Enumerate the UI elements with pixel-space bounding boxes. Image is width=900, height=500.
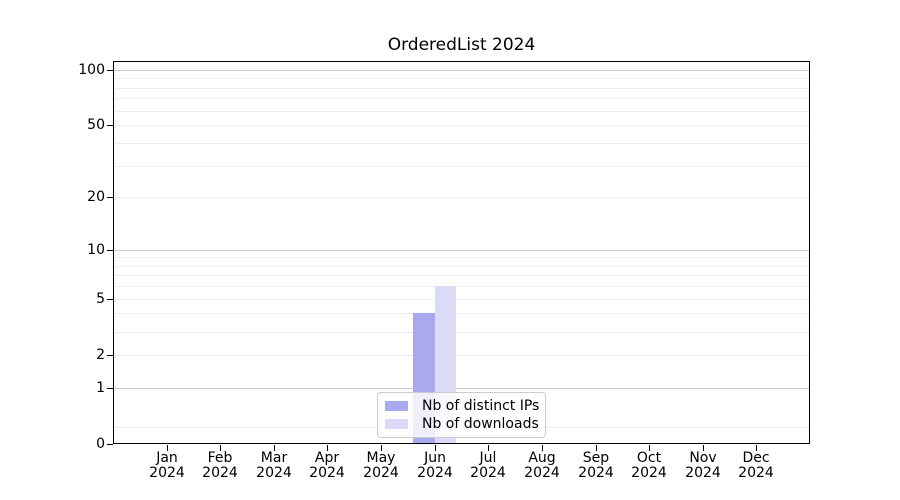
major-gridline	[114, 70, 809, 71]
legend: Nb of distinct IPs Nb of downloads	[377, 392, 546, 438]
x-tick-month: Apr	[314, 450, 340, 466]
minor-gridline	[114, 88, 809, 89]
legend-item: Nb of distinct IPs	[385, 398, 545, 414]
x-tick-year: 2024	[470, 465, 506, 481]
x-tick-mark	[274, 445, 275, 451]
minor-gridline	[114, 78, 809, 79]
x-tick-year: 2024	[738, 465, 774, 481]
x-tick-year: 2024	[524, 465, 560, 481]
minor-gridline	[114, 257, 809, 258]
x-tick-label: May 2024	[349, 451, 413, 481]
y-tick-label: 1	[96, 380, 105, 396]
y-tick-mark	[107, 444, 113, 445]
x-tick-mark	[703, 445, 704, 451]
x-tick-mark	[596, 445, 597, 451]
x-tick-month: Aug	[528, 450, 556, 466]
x-tick-label: Oct 2024	[617, 451, 681, 481]
x-tick-label: Jul 2024	[456, 451, 520, 481]
chart-title: OrderedList 2024	[387, 35, 536, 55]
minor-gridline	[114, 313, 809, 314]
minor-gridline	[114, 111, 809, 112]
minor-gridline	[114, 275, 809, 276]
minor-gridline	[114, 332, 809, 333]
x-tick-month: Jan	[156, 450, 178, 466]
x-tick-month: Jun	[424, 450, 446, 466]
minor-gridline	[114, 299, 809, 300]
major-gridline	[114, 388, 809, 389]
legend-item: Nb of downloads	[385, 416, 545, 432]
y-tick-label: 2	[96, 347, 105, 363]
x-tick-mark	[542, 445, 543, 451]
legend-swatch-icon	[385, 400, 408, 411]
x-tick-month: Jul	[479, 450, 497, 466]
y-tick-mark	[107, 70, 113, 71]
x-tick-label: Nov 2024	[671, 451, 735, 481]
x-tick-label: Mar 2024	[242, 451, 306, 481]
y-tick-mark	[107, 299, 113, 300]
x-tick-month: Sep	[582, 450, 610, 466]
x-tick-year: 2024	[256, 465, 292, 481]
y-tick-label: 100	[78, 62, 105, 78]
minor-gridline	[114, 98, 809, 99]
x-tick-label: Feb 2024	[188, 451, 252, 481]
legend-label: Nb of downloads	[422, 416, 539, 433]
y-tick-label: 10	[87, 242, 105, 258]
x-tick-month: Dec	[742, 450, 770, 466]
x-tick-mark	[435, 445, 436, 451]
minor-gridline	[114, 143, 809, 144]
x-tick-year: 2024	[685, 465, 721, 481]
major-gridline	[114, 250, 809, 251]
x-tick-label: Aug 2024	[510, 451, 574, 481]
x-tick-year: 2024	[363, 465, 399, 481]
x-tick-year: 2024	[202, 465, 238, 481]
x-tick-year: 2024	[149, 465, 185, 481]
y-tick-label: 50	[87, 117, 105, 133]
x-tick-mark	[649, 445, 650, 451]
x-tick-label: Dec 2024	[724, 451, 788, 481]
x-tick-mark	[488, 445, 489, 451]
x-tick-label: Jan 2024	[135, 451, 199, 481]
y-tick-mark	[107, 250, 113, 251]
minor-gridline	[114, 125, 809, 126]
x-tick-label: Jun 2024	[403, 451, 467, 481]
minor-gridline	[114, 286, 809, 287]
x-tick-month: Mar	[260, 450, 288, 466]
minor-gridline	[114, 166, 809, 167]
x-tick-month: Feb	[207, 450, 233, 466]
minor-gridline	[114, 355, 809, 356]
x-tick-year: 2024	[578, 465, 614, 481]
legend-label: Nb of distinct IPs	[422, 397, 540, 414]
x-tick-mark	[220, 445, 221, 451]
y-tick-label: 5	[96, 291, 105, 307]
x-tick-month: Oct	[636, 450, 662, 466]
x-tick-label: Apr 2024	[295, 451, 359, 481]
x-tick-label: Sep 2024	[564, 451, 628, 481]
x-tick-year: 2024	[309, 465, 345, 481]
x-tick-month: Nov	[689, 450, 717, 466]
y-tick-mark	[107, 355, 113, 356]
plot-area	[113, 61, 810, 444]
x-tick-mark	[327, 445, 328, 451]
y-tick-label: 20	[87, 189, 105, 205]
x-tick-year: 2024	[631, 465, 667, 481]
x-tick-year: 2024	[417, 465, 453, 481]
minor-gridline	[114, 266, 809, 267]
y-tick-mark	[107, 125, 113, 126]
y-tick-label: 0	[96, 436, 105, 452]
x-tick-mark	[756, 445, 757, 451]
x-tick-mark	[381, 445, 382, 451]
legend-swatch-icon	[385, 419, 408, 430]
y-tick-mark	[107, 388, 113, 389]
minor-gridline	[114, 197, 809, 198]
y-tick-mark	[107, 197, 113, 198]
x-tick-mark	[167, 445, 168, 451]
x-tick-month: May	[366, 450, 396, 466]
